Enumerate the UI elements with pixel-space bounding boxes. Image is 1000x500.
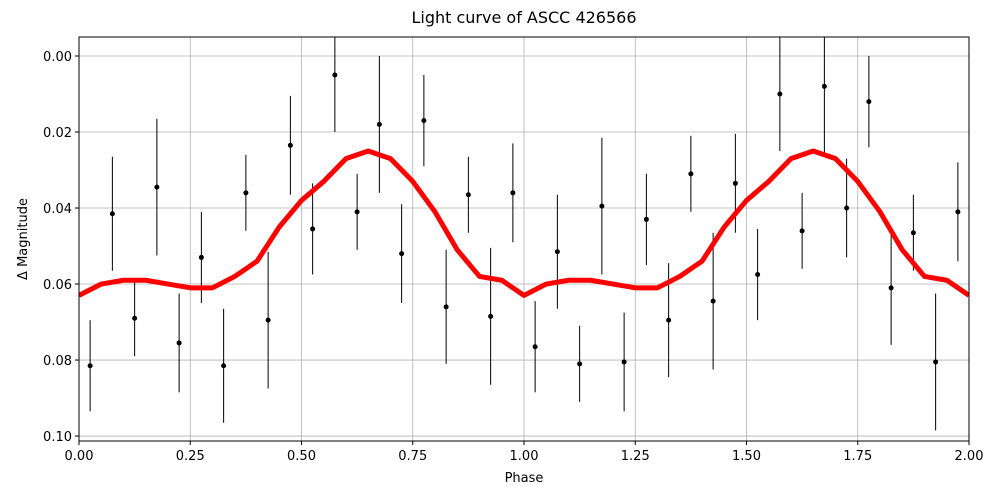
data-point — [866, 99, 872, 105]
data-point — [532, 344, 538, 350]
plot-area — [79, 37, 969, 431]
y-tick-label: 0.10 — [43, 430, 72, 445]
data-point — [376, 121, 382, 127]
x-tick-label: 2.00 — [955, 449, 984, 464]
data-point — [732, 180, 738, 186]
data-point — [198, 254, 204, 260]
data-point — [688, 171, 694, 177]
x-tick-label: 1.00 — [510, 449, 539, 464]
data-point — [243, 190, 249, 196]
x-tick-label: 1.25 — [621, 449, 650, 464]
data-point — [421, 118, 427, 124]
data-point — [132, 315, 138, 321]
data-point — [821, 83, 827, 89]
data-point — [666, 317, 672, 323]
data-point — [87, 363, 93, 369]
data-point — [510, 190, 516, 196]
data-point — [109, 211, 115, 217]
data-point — [465, 192, 471, 198]
data-point — [755, 272, 761, 278]
y-tick-label: 0.06 — [43, 278, 72, 293]
x-tick-label: 0.75 — [398, 449, 427, 464]
x-tick-label: 1.75 — [843, 449, 872, 464]
data-point — [643, 216, 649, 222]
data-point — [287, 142, 293, 148]
x-axis-label: Phase — [505, 471, 544, 486]
data-point — [955, 209, 961, 215]
data-point — [399, 251, 405, 257]
chart-title: Light curve of ASCC 426566 — [411, 8, 636, 27]
data-point — [777, 91, 783, 97]
data-point — [933, 359, 939, 365]
data-point — [354, 209, 360, 215]
x-tick-label: 1.50 — [732, 449, 761, 464]
x-tick-label: 0.25 — [176, 449, 205, 464]
ticks: 0.00 0.25 0.50 0.75 1.00 1.25 1.50 1.75 2.00 0.00… — [43, 50, 983, 464]
grid — [78, 37, 970, 441]
data-point — [888, 285, 894, 291]
x-tick-label: 0.00 — [65, 449, 94, 464]
data-point — [154, 184, 160, 190]
data-point — [621, 359, 627, 365]
data-point — [910, 230, 916, 236]
data-point — [844, 205, 850, 211]
data-point — [443, 304, 449, 310]
data-point — [332, 72, 338, 78]
data-point — [221, 363, 227, 369]
data-point — [488, 313, 494, 319]
data-point — [710, 298, 716, 304]
data-point — [176, 340, 182, 346]
data-point — [799, 228, 805, 234]
y-tick-label: 0.04 — [43, 202, 72, 217]
data-point — [265, 317, 271, 323]
binned-curve — [79, 148, 969, 298]
data-point — [577, 361, 583, 367]
y-tick-label: 0.02 — [43, 126, 72, 141]
x-tick-label: 0.50 — [287, 449, 316, 464]
data-point — [310, 226, 316, 232]
data-point — [599, 203, 605, 209]
y-axis-label: Δ Magnitude — [16, 198, 31, 280]
y-tick-label: 0.08 — [43, 354, 72, 369]
data-point — [554, 249, 560, 255]
y-tick-label: 0.00 — [43, 50, 72, 65]
